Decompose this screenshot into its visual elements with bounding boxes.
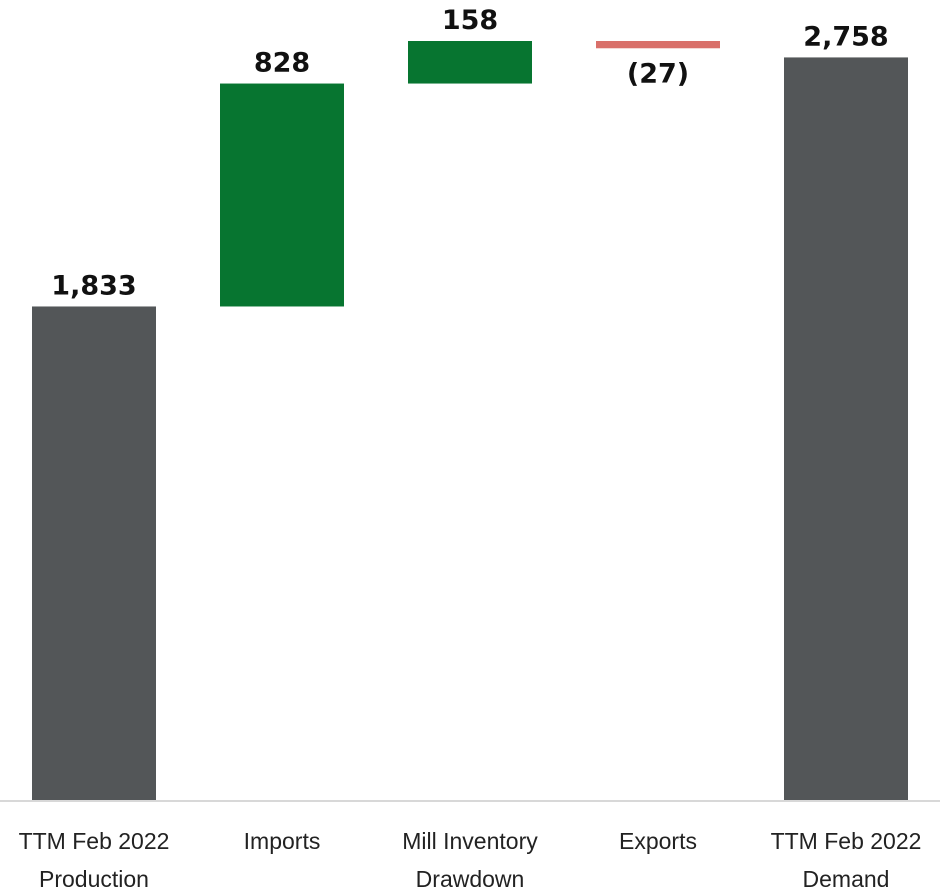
x-tick-label: TTM Feb 2022 Production <box>18 828 170 892</box>
value-label: 828 <box>254 48 310 79</box>
bar <box>220 83 344 307</box>
x-tick-label: TTM Feb 2022 Demand <box>770 828 922 892</box>
x-tick-label: Mill Inventory Drawdown <box>402 828 538 892</box>
bar <box>784 57 908 801</box>
value-label: 1,833 <box>51 270 136 301</box>
x-tick-label: Imports <box>243 828 321 854</box>
value-label: 2,758 <box>803 21 888 52</box>
bar <box>32 306 156 800</box>
value-label: 158 <box>442 5 498 36</box>
value-label: (27) <box>627 58 689 89</box>
bar <box>596 41 720 49</box>
x-tick-label: Exports <box>619 828 697 854</box>
bar <box>408 41 532 84</box>
